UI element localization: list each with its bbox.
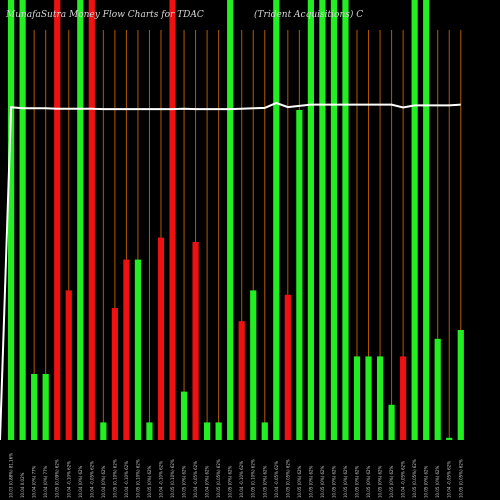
x-tick-label: 10.05 (0%) 62% — [182, 465, 187, 498]
x-tick-label: 10.04 -0.05% 62% — [447, 461, 452, 498]
bar-up — [261, 422, 268, 440]
bar-up — [388, 404, 395, 440]
x-tick-label: 10.04 -0.05% 62% — [401, 461, 406, 498]
x-tick-label: 10.05 (0%) 62% — [308, 465, 313, 498]
bar-up — [446, 437, 453, 440]
bar-down — [400, 356, 407, 440]
x-tick-labels: 10.03 (0.88%) 81.16% 10.04 0.02% 10.04 (0%… — [9, 453, 464, 498]
bar-up — [353, 356, 361, 440]
x-tick-label: 10.05 (0%) 62% — [262, 465, 267, 498]
bar-up — [19, 0, 26, 440]
bar-down — [169, 0, 176, 440]
x-tick-label: 10.04 -0.05% 62% — [193, 461, 198, 498]
x-tick-label: 10.05 (0.10%) 62% — [251, 459, 256, 498]
bar-down — [157, 237, 165, 440]
x-tick-label: 10.05 (0%) 62% — [320, 465, 325, 498]
bar-up — [330, 0, 338, 440]
x-tick-label: 10.05 (0.10%) 62% — [170, 459, 175, 498]
x-tick-label: 10.05 (0.05%) 62% — [458, 459, 463, 498]
bar-up — [250, 290, 257, 440]
bar-up — [411, 0, 418, 440]
bar-up — [204, 422, 211, 440]
x-tick-label: 10.05 (0.10%) 62% — [112, 459, 117, 498]
x-tick-label: 10.05 (0%) 62% — [297, 465, 302, 498]
bar-down — [284, 294, 291, 440]
bar-up — [100, 422, 107, 440]
bar-up — [457, 330, 464, 440]
bar-up — [319, 0, 326, 440]
chart-title-right: (Trident Acquisitions) C — [254, 9, 363, 20]
x-tick-label: 10.05 (0%) 62% — [378, 465, 383, 498]
x-tick-label: 10.05 (0%) 62% — [331, 465, 336, 498]
x-tick-label: 10.05 (0%) 62% — [355, 465, 360, 498]
x-tick-label: 10.04 (0%) 77% — [43, 465, 48, 498]
line-series — [0, 101, 461, 441]
bar-up — [434, 338, 441, 440]
bar-down — [54, 0, 61, 440]
bar-up — [342, 0, 349, 440]
bar-up — [307, 0, 314, 440]
bar-up — [376, 356, 384, 440]
chart-title-left: MunafaSutra Money Flow Charts for TDAC — [5, 10, 204, 20]
bar-up — [8, 0, 15, 440]
x-tick-label: 10.05 (0%) 62% — [343, 465, 348, 498]
bar-up — [31, 374, 38, 440]
x-tick-label: 10.05 (0%) 62% — [366, 465, 371, 498]
bar-down — [238, 321, 245, 440]
x-tick-label: 10.04 -0.10% 62% — [239, 461, 244, 498]
x-tick-label: 10.03 (0.88%) 81.16% — [9, 453, 14, 498]
x-tick-label: 10.04 (0%) 62% — [78, 465, 83, 498]
bar-up — [180, 391, 188, 440]
x-tick-label: 10.05 (0%) 62% — [424, 465, 429, 498]
bar-up — [134, 259, 142, 440]
bar-up — [146, 422, 153, 440]
bar-up — [296, 110, 303, 440]
bar-up — [42, 374, 49, 440]
bar-up — [273, 0, 280, 440]
x-tick-label: 10.04 -0.10% 62% — [124, 461, 129, 498]
x-tick-label: 10.05 (0%) 62% — [389, 465, 394, 498]
bar-down — [192, 242, 199, 440]
x-tick-label: 10.04 0.02% — [20, 472, 25, 498]
bar-down — [65, 290, 72, 440]
bar-down — [123, 259, 130, 440]
x-tick-label: 10.04 -0.05% 62% — [274, 461, 279, 498]
bar-up — [227, 0, 234, 440]
bar-series — [8, 0, 464, 440]
x-tick-label: 10.04 -0.10% 62% — [66, 461, 71, 498]
x-tick-label: 10.04 (0%) 62% — [205, 465, 210, 498]
x-tick-label: 10.04 (0%) 77% — [32, 465, 37, 498]
x-tick-label: 10.04 (0%) 62% — [101, 465, 106, 498]
x-tick-label: 10.05 (0.05%) 62% — [412, 459, 417, 498]
bar-down — [88, 0, 95, 440]
bar-up — [365, 356, 372, 440]
x-tick-label: 10.05 (0.05%) 62% — [285, 459, 290, 498]
money-flow-line — [0, 101, 461, 441]
x-tick-label: 10.04 -0.05% 62% — [89, 461, 94, 498]
x-tick-label: 10.05 (0.05%) 62% — [216, 459, 221, 498]
x-tick-label: 10.05 (0%) 62% — [435, 465, 440, 498]
bar-down — [111, 308, 118, 440]
x-tick-label: 10.05 (0%) 62% — [147, 465, 152, 498]
x-tick-label: 10.05 (0%) 62% — [228, 465, 233, 498]
x-tick-label: 10.05 (0.09%) 62% — [55, 459, 60, 498]
bar-up — [77, 0, 84, 440]
x-tick-label: 10.05 (0.10%) 62% — [135, 459, 140, 498]
bar-up — [423, 0, 430, 440]
x-tick-label: 10.04 -0.10% 62% — [158, 461, 163, 498]
bar-up — [215, 422, 222, 440]
